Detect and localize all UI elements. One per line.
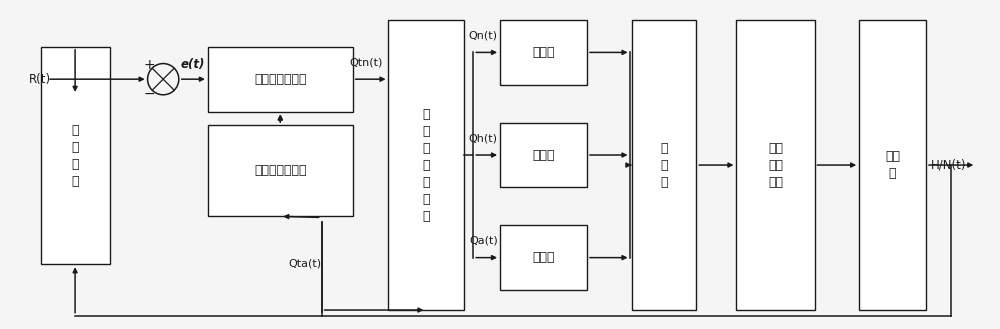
- Bar: [736, 20, 815, 310]
- Text: Qtn(t): Qtn(t): [350, 58, 383, 67]
- Bar: [388, 20, 464, 310]
- Text: −: −: [144, 87, 156, 101]
- Text: Qta(t): Qta(t): [288, 258, 321, 268]
- Text: 合成
塔: 合成 塔: [885, 150, 900, 180]
- Text: 测
量
仪
表: 测 量 仪 表: [71, 124, 79, 188]
- Bar: [500, 225, 587, 290]
- Text: 变换
净化
装置: 变换 净化 装置: [768, 141, 783, 189]
- Text: 加氮阀: 加氮阀: [532, 46, 555, 59]
- Bar: [208, 47, 353, 112]
- Bar: [632, 20, 696, 310]
- Text: Qn(t): Qn(t): [469, 31, 498, 41]
- Text: H/N(t): H/N(t): [930, 159, 966, 171]
- Text: Qh(t): Qh(t): [469, 133, 498, 143]
- Text: 变换、净化氢表: 变换、净化氢表: [254, 164, 307, 177]
- Text: 造
气
炉
控
制
装
置: 造 气 炉 控 制 装 置: [423, 108, 430, 222]
- Text: 氢氮比控制装置: 氢氮比控制装置: [254, 73, 307, 86]
- Bar: [41, 47, 110, 264]
- Bar: [859, 20, 926, 310]
- Bar: [500, 123, 587, 187]
- Text: 放空阀: 放空阀: [532, 148, 555, 162]
- Text: 吹风阀: 吹风阀: [532, 251, 555, 264]
- Text: R(t): R(t): [29, 73, 51, 86]
- Text: +: +: [144, 58, 156, 72]
- Bar: [208, 125, 353, 216]
- Bar: [500, 20, 587, 85]
- Text: 造
气
炉: 造 气 炉: [660, 141, 668, 189]
- Text: Qa(t): Qa(t): [469, 236, 498, 246]
- Text: e(t): e(t): [181, 58, 205, 71]
